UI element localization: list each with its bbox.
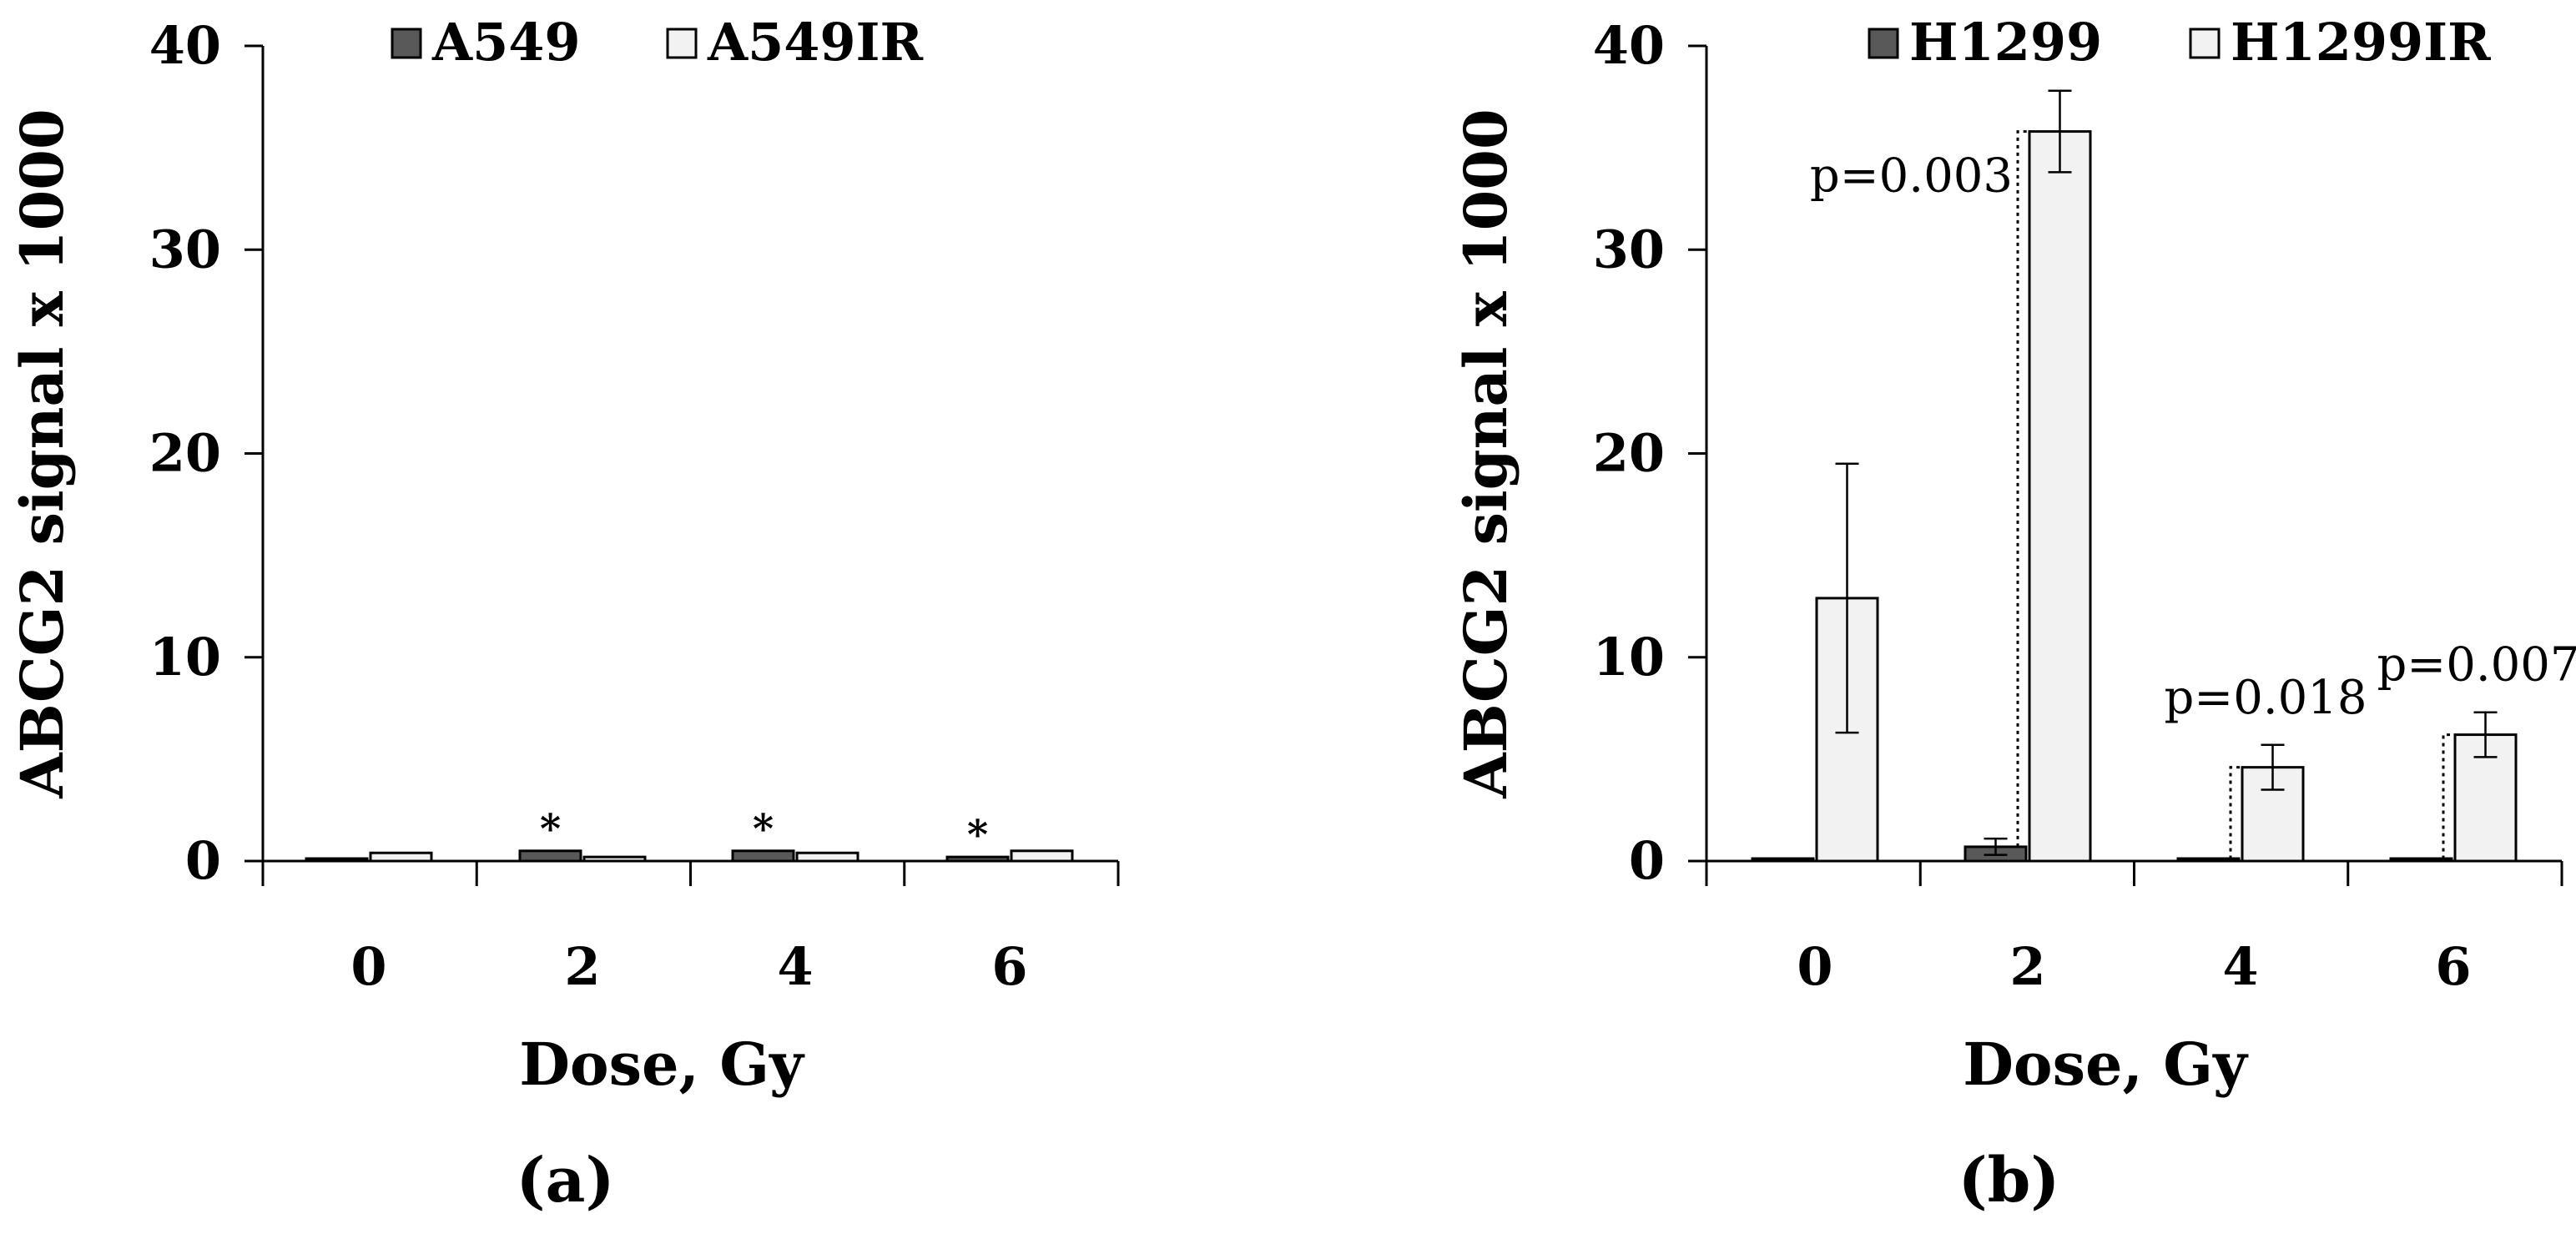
legend-label-h1299ir: H1299IR (2231, 12, 2491, 73)
legend-label-a549ir: A549IR (707, 12, 924, 73)
panel-label: (b) (1958, 1145, 2060, 1216)
bar-a549-2 (518, 849, 582, 863)
legend-swatch-h1299ir (2189, 28, 2221, 59)
x-tick-label: 0 (1797, 936, 1832, 997)
significance-star: * (540, 806, 561, 853)
pvalue-label: p=0.003 (1810, 149, 2013, 204)
bar-a549ir-4 (795, 851, 860, 863)
y-tick-label: 20 (149, 423, 221, 484)
bar-a549-4 (731, 849, 795, 863)
pvalue-bracket (2442, 733, 2455, 859)
y-axis-title: ABCG2 signal x 1000 (8, 108, 77, 798)
pvalue-bracket (2229, 766, 2242, 859)
bar-a549ir-0 (369, 851, 433, 863)
x-tick-label: 0 (350, 936, 386, 997)
y-tick-label: 30 (1593, 219, 1665, 280)
y-tick-label: 30 (149, 219, 221, 280)
bar-h1299ir-2 (2028, 130, 2092, 863)
x-tick-label: 2 (2009, 936, 2045, 997)
pvalue-bracket (2016, 130, 2029, 847)
x-tick-label: 6 (2435, 936, 2471, 997)
bar-a549ir-6 (1010, 849, 1074, 863)
y-tick-label: 0 (1629, 830, 1665, 891)
y-tick-label: 0 (185, 830, 221, 891)
x-axis-title: Dose, Gy (519, 1030, 805, 1099)
y-tick-label: 20 (1593, 423, 1665, 484)
panel-a: 0 10 20 30 40 0 2 4 6 * * * A549 A549IR ABCG2 signal x… (8, 12, 1120, 1216)
bar-h1299-6 (2389, 857, 2453, 863)
x-tick-label: 6 (991, 936, 1027, 997)
significance-star: * (967, 812, 988, 859)
x-axis-title: Dose, Gy (1963, 1030, 2249, 1099)
legend-swatch-a549 (391, 28, 422, 59)
bar-a549-0 (305, 857, 369, 863)
pvalue-label: p=0.007 (2377, 638, 2576, 693)
x-tick-label: 4 (777, 936, 813, 997)
y-tick-label: 10 (1593, 627, 1665, 688)
x-tick-label: 2 (564, 936, 600, 997)
y-tick-label: 10 (149, 627, 221, 688)
bar-a549-6 (945, 855, 1010, 863)
pvalue-label: p=0.018 (2164, 671, 2367, 725)
legend-label-a549: A549 (431, 12, 581, 73)
y-tick-label: 40 (149, 15, 221, 76)
bar-a549ir-2 (582, 855, 647, 863)
significance-star: * (753, 806, 774, 853)
legend-swatch-h1299 (1868, 28, 1899, 59)
y-tick-label: 40 (1593, 15, 1665, 76)
legend-swatch-a549ir (666, 28, 698, 59)
y-axis-title: ABCG2 signal x 1000 (1451, 108, 1520, 798)
bar-h1299-4 (2176, 857, 2241, 863)
legend-label-h1299: H1299 (1909, 12, 2102, 73)
x-tick-label: 4 (2222, 936, 2258, 997)
bar-h1299-0 (1751, 857, 1815, 863)
panel-label: (a) (517, 1145, 615, 1216)
